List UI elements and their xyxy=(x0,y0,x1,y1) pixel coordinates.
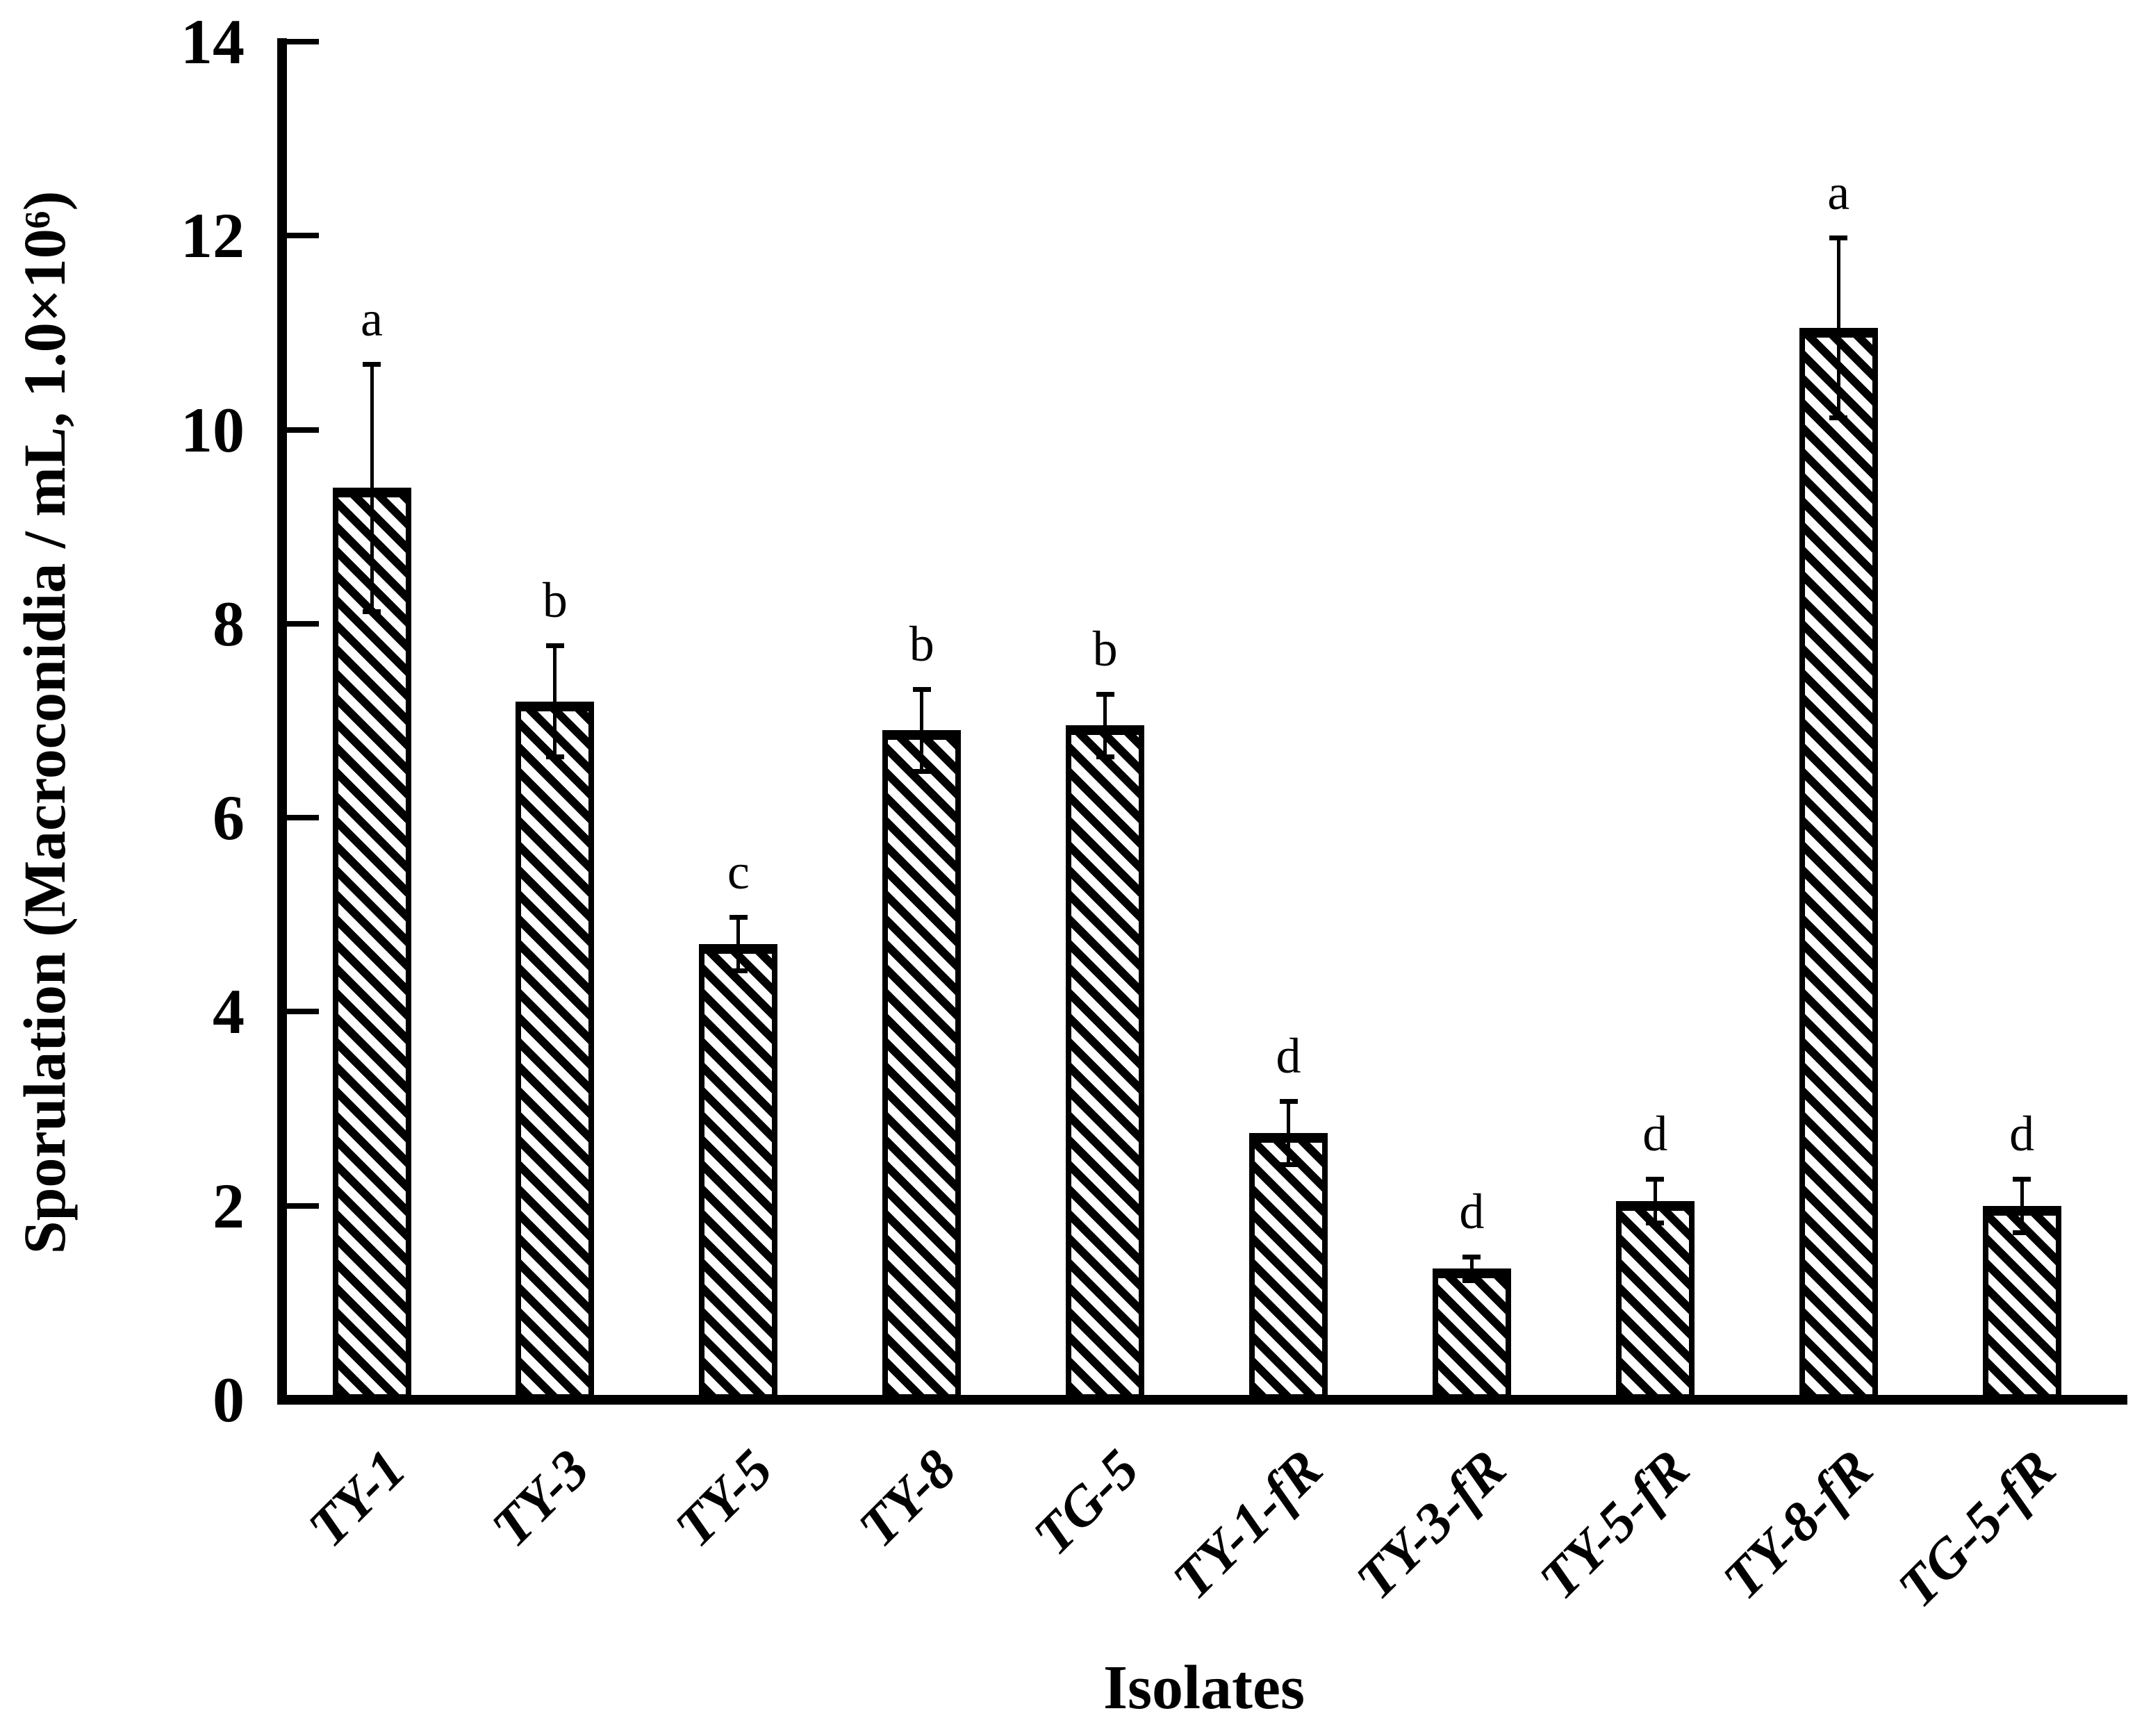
x-tick-label: TG-5-fR xyxy=(1886,1438,2068,1619)
error-bar-top-cap xyxy=(1279,1099,1298,1105)
error-bar-line xyxy=(1469,1254,1474,1284)
significance-letter: c xyxy=(727,843,750,900)
x-tick-label: TY-8 xyxy=(847,1438,968,1559)
bar xyxy=(1066,725,1145,1400)
y-axis-tick xyxy=(287,815,319,821)
y-tick-label: 0 xyxy=(213,1364,245,1435)
error-bar-line xyxy=(920,686,924,775)
y-axis-tick xyxy=(287,427,319,433)
error-bar-bottom-cap xyxy=(1279,1162,1298,1167)
error-bar-bottom-cap xyxy=(912,769,931,775)
x-tick-label: TY-1 xyxy=(297,1438,418,1559)
significance-letter: b xyxy=(542,572,568,628)
bar xyxy=(332,488,411,1400)
error-bar-top-cap xyxy=(1096,691,1114,697)
error-bar-top-cap xyxy=(912,686,931,692)
error-bar-line xyxy=(1103,691,1107,760)
error-bar-bottom-cap xyxy=(1462,1278,1481,1284)
error-bar-bottom-cap xyxy=(729,968,748,973)
error-bar-line xyxy=(736,914,741,973)
y-axis-tick xyxy=(287,38,319,44)
y-tick-label: 8 xyxy=(213,588,245,659)
bar xyxy=(882,730,962,1400)
x-tick-label: TG-5 xyxy=(1022,1438,1151,1567)
x-tick-label: TY-5-fR xyxy=(1528,1438,1701,1612)
y-axis-line xyxy=(277,38,287,1405)
y-tick-label: 10 xyxy=(181,394,245,465)
significance-letter: a xyxy=(361,290,383,347)
y-axis-tick xyxy=(287,620,319,627)
error-bar-top-cap xyxy=(363,361,381,367)
bar xyxy=(1982,1205,2061,1400)
x-axis-title: Isolates xyxy=(1103,1653,1305,1722)
bar xyxy=(1615,1200,1695,1400)
x-tick-label: TY-8-fR xyxy=(1711,1438,1885,1612)
error-bar-bottom-cap xyxy=(1829,415,1848,420)
error-bar-top-cap xyxy=(1462,1254,1481,1259)
error-bar-line xyxy=(1836,235,1840,420)
y-axis-title: Sporulation (Macroconidia / mL, 1.0×10⁶) xyxy=(11,190,78,1255)
x-tick-label: TY-3 xyxy=(480,1438,601,1559)
significance-letter: d xyxy=(1276,1028,1301,1084)
y-tick-label: 4 xyxy=(213,976,245,1048)
significance-letter: a xyxy=(1827,165,1850,221)
significance-letter: b xyxy=(909,615,934,672)
y-tick-label: 14 xyxy=(181,6,245,77)
bar xyxy=(516,701,595,1400)
error-bar-line xyxy=(2020,1176,2024,1235)
significance-letter: d xyxy=(2009,1105,2035,1162)
error-bar-line xyxy=(370,361,374,614)
y-tick-label: 2 xyxy=(213,1170,245,1241)
error-bar-top-cap xyxy=(545,643,564,648)
y-axis-tick xyxy=(287,233,319,239)
error-bar-top-cap xyxy=(1829,235,1848,241)
error-bar-bottom-cap xyxy=(1096,754,1114,760)
significance-letter: b xyxy=(1092,620,1118,677)
y-tick-label: 6 xyxy=(213,782,245,854)
x-tick-label: TY-3-fR xyxy=(1344,1438,1518,1612)
error-bar-top-cap xyxy=(729,914,748,920)
bar xyxy=(699,943,778,1400)
error-bar-bottom-cap xyxy=(363,609,381,614)
error-bar-top-cap xyxy=(2013,1176,2031,1182)
error-bar-line xyxy=(553,643,557,760)
bar xyxy=(1432,1268,1511,1400)
significance-letter: d xyxy=(1459,1183,1485,1239)
error-bar-bottom-cap xyxy=(1646,1220,1665,1225)
y-tick-label: 12 xyxy=(181,200,245,272)
error-bar-top-cap xyxy=(1646,1176,1665,1182)
error-bar-line xyxy=(1653,1176,1657,1225)
error-bar-bottom-cap xyxy=(545,754,564,760)
error-bar-line xyxy=(1287,1099,1290,1167)
bar xyxy=(1249,1132,1328,1400)
error-bar-bottom-cap xyxy=(2013,1230,2031,1235)
y-axis-tick xyxy=(287,1202,319,1209)
y-axis-tick xyxy=(287,1009,319,1015)
significance-letter: d xyxy=(1642,1105,1668,1162)
bar xyxy=(1799,327,1878,1400)
x-tick-label: TY-5 xyxy=(663,1438,784,1559)
x-tick-label: TY-1-fR xyxy=(1161,1438,1335,1612)
